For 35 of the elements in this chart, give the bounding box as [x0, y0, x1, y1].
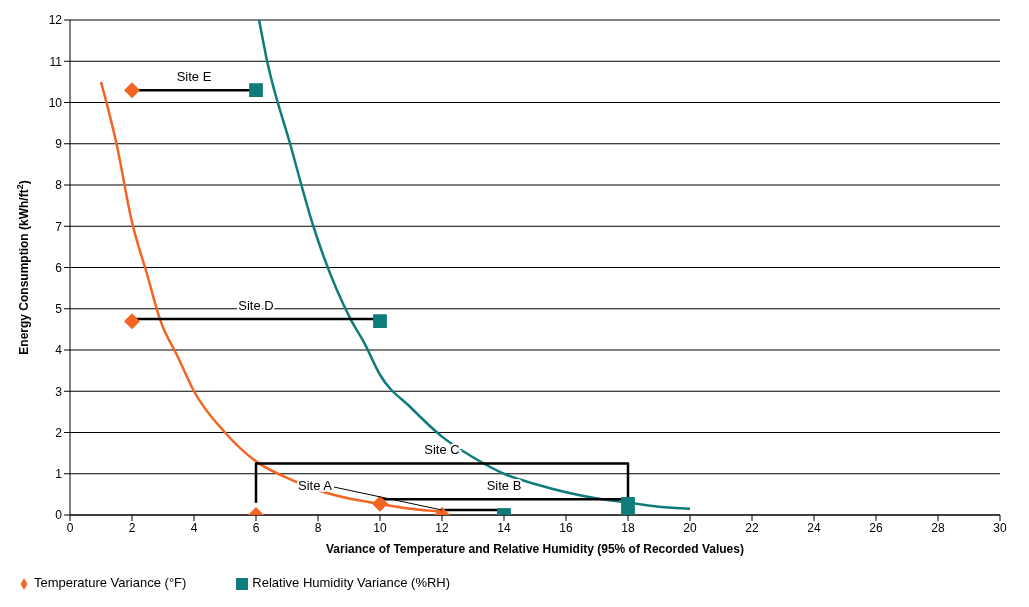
y-tick-label: 6 — [55, 260, 63, 275]
y-tick-label: 5 — [55, 302, 63, 317]
x-tick-label: 16 — [559, 520, 573, 535]
x-axis-title: Variance of Temperature and Relative Humidity (95% of Recorded Values) — [326, 542, 744, 556]
y-tick-label: 0 — [55, 508, 63, 523]
x-tick-label: 14 — [497, 520, 511, 535]
y-tick-label: 9 — [55, 137, 63, 152]
x-tick-label: 2 — [128, 520, 136, 535]
y-tick-label: 7 — [55, 219, 63, 234]
annotation: Site E — [176, 69, 212, 85]
y-tick-label: 1 — [55, 467, 63, 482]
x-tick-label: 20 — [683, 520, 697, 535]
x-tick-label: 22 — [745, 520, 759, 535]
annotation: Site C — [424, 442, 460, 458]
y-tick-label: 8 — [55, 178, 63, 193]
x-tick-label: 24 — [807, 520, 821, 535]
x-tick-label: 10 — [373, 520, 387, 535]
annotation: Site B — [486, 478, 522, 494]
legend-label: Temperature Variance (°F) — [34, 575, 187, 590]
y-tick-label: 4 — [55, 343, 63, 358]
x-tick-label: 26 — [869, 520, 883, 535]
y-tick-label: 2 — [55, 425, 63, 440]
legend-label: Relative Humidity Variance (%RH) — [252, 575, 451, 590]
x-tick-label: 12 — [435, 520, 449, 535]
x-tick-label: 0 — [66, 520, 74, 535]
x-tick-label: 6 — [252, 520, 260, 535]
x-tick-label: 4 — [190, 520, 198, 535]
y-tick-label: 3 — [55, 384, 63, 399]
y-tick-label: 12 — [48, 13, 63, 28]
y-tick-label: 10 — [48, 95, 63, 110]
x-tick-label: 30 — [993, 520, 1007, 535]
x-tick-label: 18 — [621, 520, 635, 535]
y-tick-label: 11 — [49, 54, 63, 69]
x-tick-label: 28 — [931, 520, 945, 535]
x-tick-label: 8 — [314, 520, 322, 535]
